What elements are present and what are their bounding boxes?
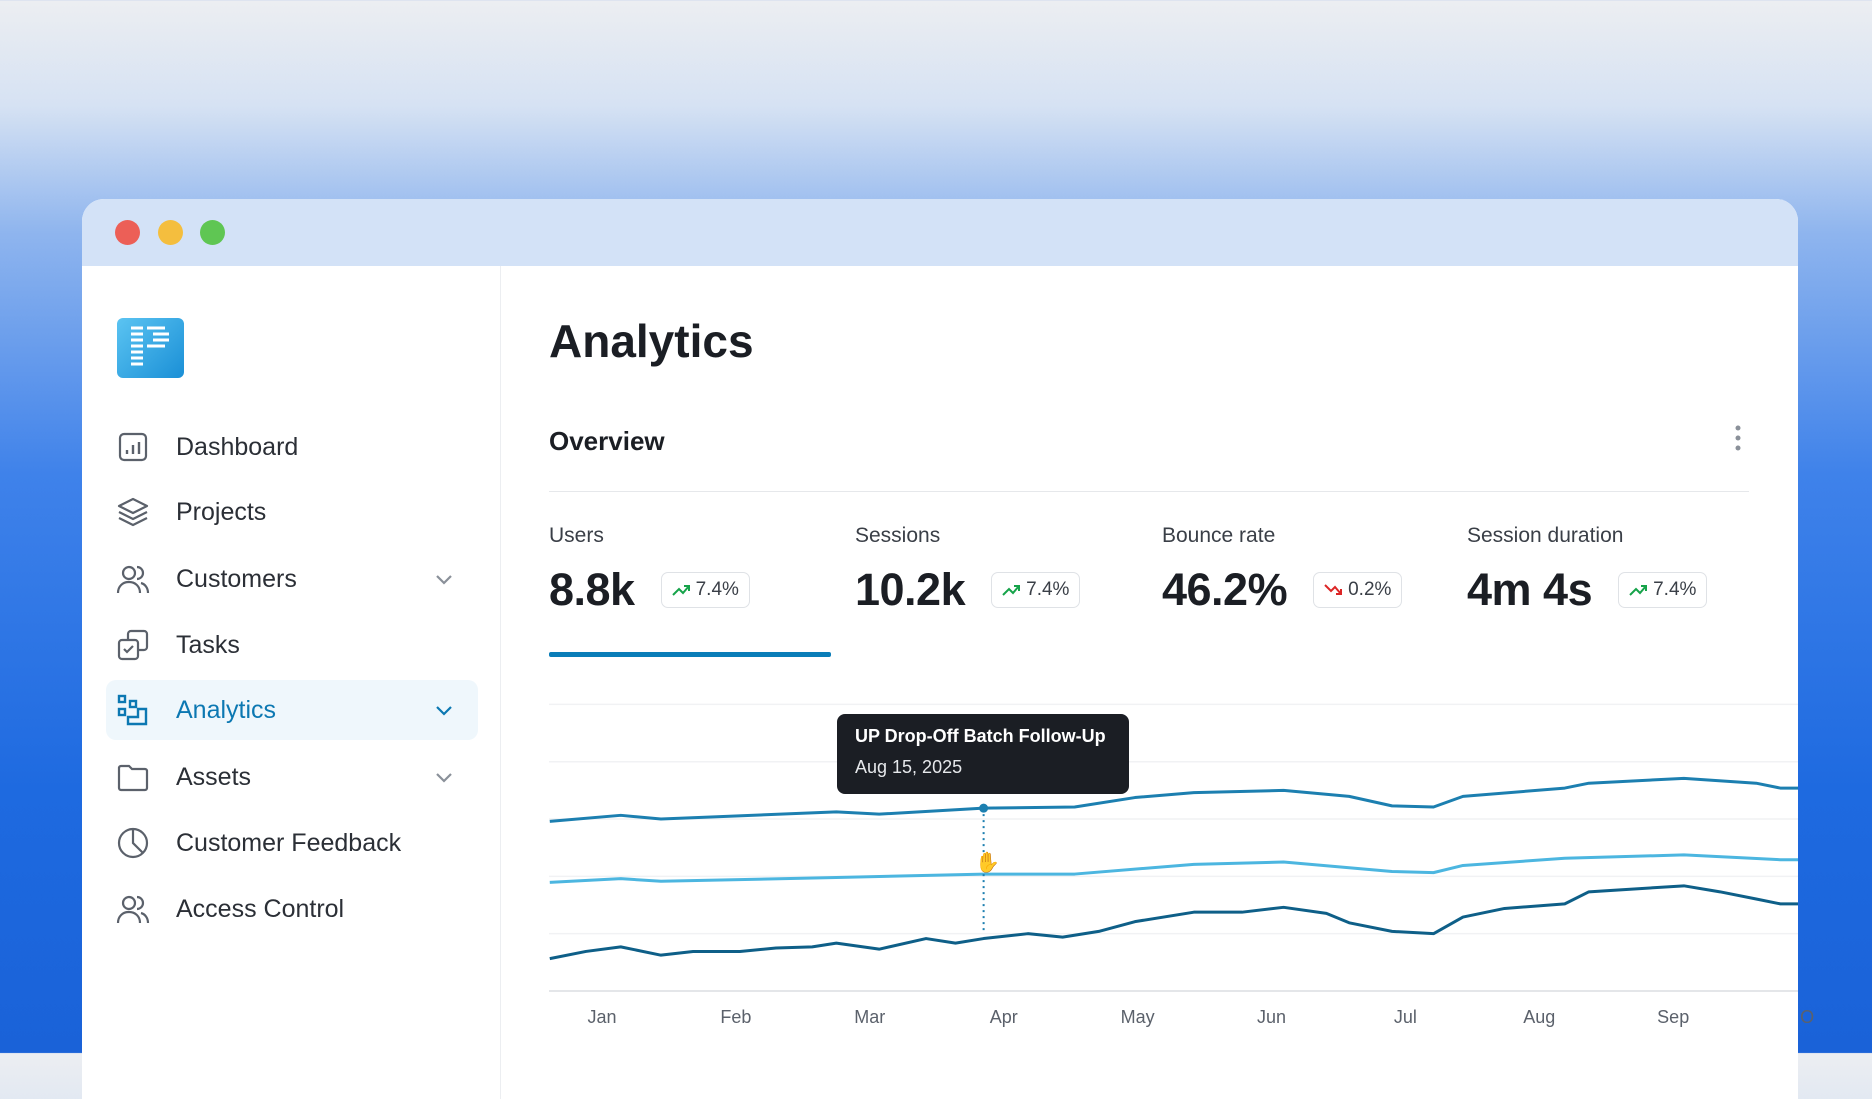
x-tick-label: Feb: [720, 1007, 751, 1027]
change-value: 0.2%: [1348, 579, 1392, 600]
app-window: Dashboard Projects Customers Tasks Analytics…: [82, 199, 1798, 1099]
layers-icon: [116, 495, 150, 529]
x-tick-label: Sep: [1657, 1007, 1689, 1027]
metric-bounce-rate[interactable]: Bounce rate 46.2% 0.2%: [1162, 524, 1403, 616]
pie-icon: [116, 826, 150, 860]
change-value: 7.4%: [695, 579, 739, 600]
chevron-down-icon[interactable]: [432, 567, 456, 591]
tooltip-date: Aug 15, 2025: [855, 757, 963, 777]
title-bar: [82, 199, 1798, 266]
series-line-3: [549, 884, 1798, 961]
metric-label: Bounce rate: [1162, 524, 1276, 547]
line-chart[interactable]: Jan Feb Mar Apr May Jun Jul Aug Sep O ✋: [0, 0, 1872, 1053]
change-badge: 7.4%: [660, 572, 750, 608]
sidebar-item-projects[interactable]: Projects: [106, 482, 478, 542]
change-badge: 7.4%: [991, 572, 1081, 608]
x-tick-label: Jul: [1394, 1007, 1417, 1027]
hand-cursor-icon: ✋: [975, 850, 1000, 874]
users-icon: [116, 892, 150, 926]
chevron-down-icon[interactable]: [432, 765, 456, 789]
metric-sessions[interactable]: Sessions 10.2k 7.4%: [855, 524, 1081, 616]
active-metric-indicator: [549, 652, 831, 657]
metric-session-duration[interactable]: Session duration 4m 4s 7.4%: [1467, 524, 1708, 616]
bar-chart-icon: [116, 430, 150, 464]
metric-label: Session duration: [1467, 524, 1624, 547]
metric-value: 10.2k: [855, 564, 966, 615]
sidebar-item-assets[interactable]: Assets: [106, 747, 478, 807]
analytics-icon: [116, 693, 150, 727]
change-badge: 0.2%: [1313, 572, 1403, 608]
x-tick-label: Mar: [854, 1007, 885, 1027]
change-badge: 7.4%: [1618, 572, 1708, 608]
users-icon: [116, 562, 150, 596]
sidebar-item-dashboard[interactable]: Dashboard: [106, 417, 478, 477]
chevron-down-icon[interactable]: [432, 698, 456, 722]
sidebar-item-label: Projects: [176, 497, 267, 526]
x-tick-label: May: [1121, 1007, 1155, 1027]
tooltip-title: UP Drop-Off Batch Follow-Up: [855, 726, 1106, 746]
series-line-1: [549, 776, 1798, 823]
hover-point: [979, 803, 989, 813]
sidebar-item-label: Tasks: [176, 630, 240, 659]
sidebar-item-label: Assets: [176, 762, 252, 791]
metric-value: 8.8k: [549, 564, 635, 615]
metric-users[interactable]: Users 8.8k 7.4%: [549, 524, 750, 616]
minimize-button[interactable]: [158, 220, 183, 245]
metric-label: Sessions: [855, 524, 941, 547]
folder-icon: [116, 760, 150, 794]
sidebar-item-label: Dashboard: [176, 432, 299, 461]
maximize-button[interactable]: [200, 220, 225, 245]
metric-value: 46.2%: [1162, 564, 1288, 615]
close-button[interactable]: [115, 220, 140, 245]
sidebar-item-tasks[interactable]: Tasks: [106, 615, 478, 675]
sidebar-item-label: Customers: [176, 564, 297, 593]
tasks-icon: [116, 628, 150, 662]
metric-label: Users: [549, 524, 604, 547]
trend-down-icon: [1324, 584, 1343, 595]
x-tick-label: Aug: [1523, 1007, 1555, 1027]
metric-value: 4m 4s: [1467, 564, 1593, 615]
sidebar-item-customers[interactable]: Customers: [106, 549, 478, 609]
x-tick-label: Apr: [990, 1007, 1018, 1027]
main-content: Analytics Overview Users 8.8k 7.4% Sessions…: [502, 266, 1798, 1099]
x-tick-label: O: [1800, 1007, 1814, 1027]
trend-up-icon: [1002, 585, 1021, 596]
sidebar-item-access-control[interactable]: Access Control: [106, 879, 478, 939]
section-title: Overview: [549, 426, 665, 456]
page-title: Analytics: [549, 315, 754, 367]
x-tick-label: Jun: [1257, 1007, 1286, 1027]
change-value: 7.4%: [1026, 579, 1070, 600]
divider: [549, 491, 1749, 492]
trend-up-icon: [1629, 585, 1648, 596]
change-value: 7.4%: [1653, 579, 1697, 600]
more-options-icon[interactable]: [1732, 424, 1744, 454]
sidebar-item-label: Access Control: [176, 894, 345, 923]
sidebar: Dashboard Projects Customers Tasks Analytics…: [82, 266, 501, 1099]
sidebar-item-analytics[interactable]: Analytics: [106, 680, 478, 740]
series-line-2: [549, 853, 1798, 884]
x-tick-label: Jan: [587, 1007, 616, 1027]
sidebar-item-customer-feedback[interactable]: Customer Feedback: [106, 813, 478, 873]
trend-up-icon: [671, 585, 690, 596]
sidebar-item-label: Customer Feedback: [176, 828, 402, 857]
sidebar-item-label: Analytics: [176, 695, 277, 724]
app-logo[interactable]: [117, 318, 184, 378]
chart-tooltip: UP Drop-Off Batch Follow-Up Aug 15, 2025: [837, 714, 1129, 794]
